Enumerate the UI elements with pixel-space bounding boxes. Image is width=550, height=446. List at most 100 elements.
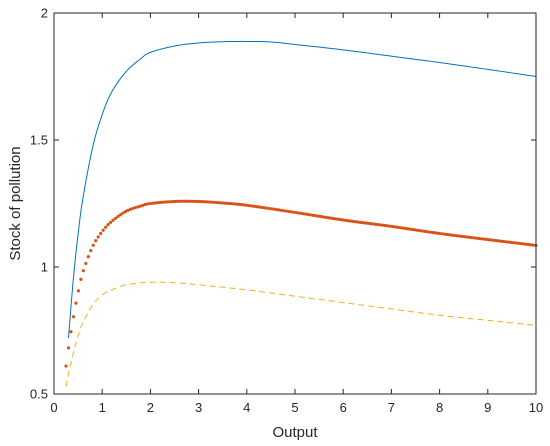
series-dotted-point — [529, 243, 533, 247]
series-dotted-point — [106, 223, 110, 227]
series-dotted-point — [272, 207, 276, 211]
series-dotted-point — [173, 199, 177, 204]
series-dotted-point — [215, 200, 219, 205]
series-dotted-point — [163, 200, 167, 204]
series-dotted-point — [497, 239, 501, 243]
series-dotted-point — [383, 223, 387, 228]
series-dotted-point — [190, 199, 194, 203]
series-dotted-point — [79, 277, 83, 281]
series-dotted-point — [484, 237, 489, 242]
series-dotted-point — [108, 220, 113, 224]
series-dotted-point — [336, 217, 340, 221]
series-dotted-point — [470, 235, 474, 240]
series-dotted-point — [314, 214, 318, 218]
series-dotted-point — [76, 289, 81, 293]
series-dotted-point — [183, 199, 187, 203]
series-dotted-point — [146, 202, 150, 206]
series-dotted-point — [86, 255, 90, 259]
series-dotted-point — [279, 208, 283, 212]
series-dotted-point — [499, 239, 503, 243]
series-dotted-point — [274, 207, 278, 212]
series-dotted-point — [339, 218, 343, 222]
series-dotted-point — [437, 231, 442, 236]
series-dotted-point — [220, 201, 224, 205]
series-dotted-point — [329, 216, 333, 220]
series-dotted-point — [311, 213, 315, 217]
series-dotted-point — [257, 205, 261, 209]
series-dotted-point — [378, 223, 382, 227]
series-dotted-point — [531, 243, 536, 247]
series-dotted-point — [247, 203, 251, 208]
series-dotted-point — [195, 199, 199, 204]
series-layer — [64, 40, 538, 387]
series-dotted-point — [230, 202, 234, 206]
series-dotted-point — [373, 222, 377, 226]
series-dotted-point — [507, 240, 511, 244]
series-dotted-point — [64, 364, 68, 368]
x-tick-label: 7 — [388, 400, 395, 415]
y-axis-label: Stock of pollution — [7, 146, 24, 260]
series-dotted-point — [94, 239, 98, 243]
series-dotted-point — [358, 220, 362, 224]
series-dotted-point — [428, 230, 432, 234]
series-dotted-point — [254, 205, 259, 209]
series-dotted-point — [202, 200, 207, 204]
series-dotted-point — [430, 230, 434, 235]
series-dotted-point — [141, 203, 145, 207]
series-dotted-point — [509, 240, 513, 245]
series-dotted-point — [249, 204, 254, 208]
series-dotted-point — [385, 224, 390, 228]
series-dotted-point — [475, 236, 479, 240]
series-dotted-point — [445, 232, 449, 237]
series-dotted-point — [287, 209, 291, 214]
series-dotted-point — [151, 201, 155, 205]
series-dotted-point — [331, 216, 335, 221]
series-dotted-point — [155, 201, 160, 205]
series-dotted-point — [232, 202, 236, 206]
series-dotted-point — [390, 224, 395, 229]
series-dotted-point — [225, 201, 229, 205]
series-solid-line — [67, 40, 537, 339]
series-dotted-point — [113, 216, 118, 220]
series-dotted-point — [148, 201, 152, 206]
series-dotted-point — [178, 199, 182, 203]
series-dotted-point — [442, 232, 447, 236]
series-dotted-point — [321, 215, 325, 219]
series-dotted-point — [452, 233, 456, 238]
series-dotted-point — [319, 214, 323, 219]
series-dotted-point — [455, 234, 459, 238]
series-dotted-point — [519, 242, 523, 246]
series-dotted-point — [400, 226, 405, 230]
series-dotted-point — [304, 212, 308, 216]
x-tick-label: 1 — [99, 400, 106, 415]
series-dotted-point — [153, 201, 157, 205]
series-dotted-point — [398, 225, 402, 230]
series-dotted-point — [123, 210, 128, 214]
series-dotted-point — [289, 210, 293, 214]
series-dotted-point — [160, 200, 165, 204]
series-dotted-point — [522, 242, 526, 246]
series-dotted-point — [366, 221, 370, 225]
series-dotted-point — [462, 235, 466, 239]
series-dotted-point — [395, 225, 400, 229]
series-dotted-point — [69, 330, 73, 334]
series-dotted-point — [296, 211, 301, 215]
y-tick-label: 0.5 — [30, 387, 48, 402]
series-dotted-point — [133, 206, 137, 210]
series-dotted-point — [242, 203, 246, 207]
series-dashed-line — [65, 281, 537, 387]
series-dotted-point — [492, 238, 496, 242]
series-dotted-point — [158, 200, 162, 205]
series-dotted-point — [465, 235, 469, 239]
series-dotted-point — [472, 236, 476, 240]
x-tick-label: 8 — [436, 400, 443, 415]
series-dotted-point — [450, 233, 454, 237]
series-dotted-point — [435, 231, 439, 235]
series-dotted-point — [418, 228, 422, 233]
series-dotted-point — [252, 204, 256, 208]
series-dotted-point — [306, 212, 311, 217]
series-dotted-point — [410, 227, 414, 232]
series-dotted-point — [136, 205, 140, 209]
series-dotted-point — [526, 242, 531, 247]
